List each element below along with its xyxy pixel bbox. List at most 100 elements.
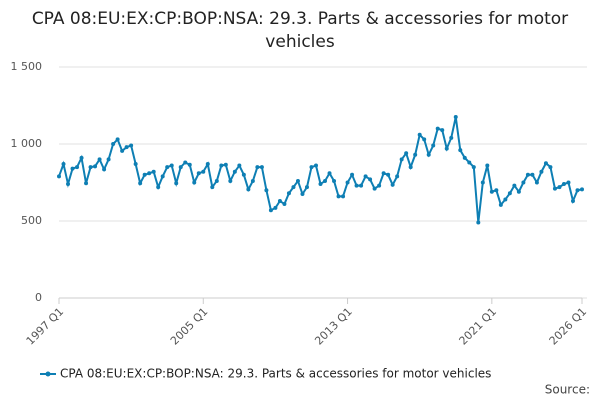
data-point — [516, 189, 521, 194]
data-point — [467, 160, 472, 165]
data-point — [174, 181, 179, 186]
data-point — [395, 174, 400, 179]
data-point — [431, 143, 436, 148]
data-point — [318, 182, 323, 187]
legend-label: CPA 08:EU:EX:CP:BOP:NSA: 29.3. Parts & a… — [60, 367, 491, 381]
data-point — [507, 191, 512, 196]
data-point — [183, 160, 188, 165]
series-line — [58, 116, 583, 223]
data-point — [336, 194, 341, 199]
data-point — [313, 163, 318, 168]
data-point — [372, 186, 377, 191]
data-point — [250, 178, 255, 183]
data-point — [580, 187, 584, 192]
data-point — [534, 180, 539, 185]
data-point — [124, 145, 129, 150]
data-point — [435, 126, 440, 131]
data-point — [228, 178, 233, 183]
data-point — [377, 183, 382, 188]
data-point — [156, 185, 161, 190]
data-point — [575, 188, 580, 193]
data-point — [458, 148, 463, 153]
data-point — [440, 128, 445, 133]
data-point — [525, 172, 530, 177]
data-point — [219, 163, 224, 168]
data-point — [417, 132, 422, 137]
data-point — [557, 185, 562, 190]
data-point — [151, 169, 156, 174]
data-point — [120, 148, 125, 153]
data-point — [277, 198, 282, 203]
data-point — [426, 152, 431, 157]
data-point — [512, 183, 517, 188]
data-point — [57, 174, 61, 179]
data-point — [354, 183, 359, 188]
data-point — [178, 165, 183, 170]
data-point — [494, 188, 499, 193]
data-point — [61, 162, 66, 167]
data-point — [187, 162, 192, 167]
data-point — [552, 186, 557, 191]
data-point — [88, 165, 93, 170]
data-point — [390, 182, 395, 187]
data-point — [106, 157, 111, 162]
data-point — [70, 166, 75, 171]
data-point — [304, 185, 309, 190]
y-tick-label: 1 000 — [11, 137, 43, 150]
data-point — [192, 180, 197, 185]
data-point — [503, 197, 508, 202]
data-point — [268, 208, 273, 213]
y-tick-label: 500 — [21, 214, 42, 227]
chart-title: CPA 08:EU:EX:CP:BOP:NSA: 29.3. Parts & a… — [31, 9, 569, 52]
data-point — [237, 163, 242, 168]
data-point — [404, 151, 409, 156]
x-tick-label: 2026 Q1 — [547, 305, 590, 348]
data-point — [476, 220, 481, 225]
data-point — [223, 162, 228, 167]
data-point — [408, 165, 413, 170]
data-point — [350, 172, 355, 177]
data-point — [543, 161, 548, 166]
data-point — [210, 185, 215, 190]
data-point — [84, 181, 89, 186]
data-point — [138, 181, 143, 186]
data-point — [359, 183, 364, 188]
legend-item: CPA 08:EU:EX:CP:BOP:NSA: 29.3. Parts & a… — [40, 367, 491, 381]
data-point — [115, 137, 120, 142]
data-point — [79, 155, 84, 160]
data-point — [386, 172, 391, 177]
data-point — [214, 178, 219, 183]
data-point — [291, 185, 296, 190]
data-point — [548, 165, 553, 170]
data-point — [196, 171, 201, 176]
data-point — [142, 172, 147, 177]
data-point — [147, 171, 152, 176]
legend-marker — [45, 371, 51, 377]
data-point — [570, 198, 575, 203]
data-point — [160, 174, 165, 179]
data-point — [485, 163, 490, 168]
data-point — [363, 174, 368, 179]
data-point — [295, 178, 300, 183]
data-point — [133, 162, 138, 167]
data-point — [246, 187, 251, 192]
data-point — [521, 180, 526, 185]
data-point — [539, 169, 544, 174]
data-point — [399, 157, 404, 162]
data-point — [413, 152, 418, 157]
source: Source: — [545, 383, 590, 397]
data-point — [201, 169, 206, 174]
data-point — [489, 189, 494, 194]
x-tick-label: 2005 Q1 — [168, 305, 211, 348]
data-point — [169, 163, 174, 168]
data-point — [381, 171, 386, 176]
data-point — [93, 164, 98, 169]
data-point — [282, 202, 287, 207]
data-point — [368, 177, 373, 182]
data-point — [286, 191, 291, 196]
y-tick-label: 1 500 — [11, 60, 43, 73]
data-point — [102, 167, 107, 172]
data-point — [259, 165, 264, 170]
